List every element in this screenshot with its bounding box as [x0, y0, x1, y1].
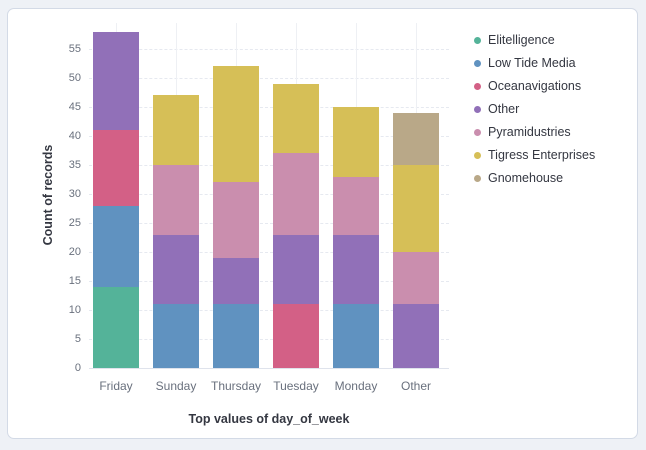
- y-tick-label-10: 10: [68, 303, 81, 316]
- legend-swatch-icon: [474, 175, 481, 182]
- h-gridline-30: [89, 194, 449, 195]
- bar-segment-friday-elitelligence[interactable]: [93, 286, 139, 368]
- h-gridline-10: [89, 310, 449, 311]
- legend-item-label: Elitelligence: [488, 33, 555, 47]
- legend-swatch-icon: [474, 37, 481, 44]
- legend-item-label: Low Tide Media: [488, 56, 576, 70]
- legend-item-label: Tigress Enterprises: [488, 148, 596, 162]
- x-tick-label-monday: Monday: [334, 379, 378, 393]
- bar-segment-monday-pyramidustries[interactable]: [333, 176, 379, 235]
- h-gridline-35: [89, 165, 449, 166]
- bar-segment-sunday-other[interactable]: [153, 234, 199, 305]
- x-axis-tick-labels: Friday Sunday Thursday Tuesday Monday Other: [89, 379, 449, 395]
- bar-segment-monday-tigress-enterprises[interactable]: [333, 107, 379, 177]
- y-tick-label-25: 25: [68, 216, 81, 229]
- legend-item-gnomehouse[interactable]: Gnomehouse: [474, 171, 595, 186]
- bar-segment-other-other[interactable]: [393, 304, 439, 368]
- h-gridline-55: [89, 49, 449, 50]
- plot-area: [89, 23, 449, 369]
- h-gridline-5: [89, 339, 449, 340]
- y-tick-label-35: 35: [68, 158, 81, 171]
- bar-segment-tuesday-oceanavigations[interactable]: [273, 304, 319, 368]
- legend-item-label: Gnomehouse: [488, 171, 564, 185]
- bar-segment-other-pyramidustries[interactable]: [393, 252, 439, 305]
- x-axis-title: Top values of day_of_week: [188, 412, 350, 426]
- y-tick-label-30: 30: [68, 187, 81, 200]
- h-gridline-50: [89, 78, 449, 79]
- bar-segment-other-tigress-enterprises[interactable]: [393, 165, 439, 252]
- chart-panel: Count of records 0 5 10 15 20 25 30 35 40 45 50 55 …: [7, 8, 638, 439]
- y-tick-label-20: 20: [68, 245, 81, 258]
- legend-item-tigress-enterprises[interactable]: Tigress Enterprises: [474, 148, 595, 163]
- legend-swatch-icon: [474, 60, 481, 67]
- y-tick-label-50: 50: [68, 71, 81, 84]
- legend-item-low-tide-media[interactable]: Low Tide Media: [474, 56, 595, 71]
- bar-segment-thursday-tigress-enterprises[interactable]: [213, 66, 259, 183]
- bar-segment-other-gnomehouse[interactable]: [393, 112, 439, 165]
- legend: Elitelligence Low Tide Media Oceanavigatio…: [474, 33, 595, 186]
- h-gridline-0: [89, 368, 449, 369]
- legend-item-label: Oceanavigations: [488, 79, 582, 93]
- y-tick-label-0: 0: [74, 361, 81, 374]
- legend-item-elitelligence[interactable]: Elitelligence: [474, 33, 595, 48]
- legend-swatch-icon: [474, 129, 481, 136]
- y-tick-label-40: 40: [68, 129, 81, 142]
- bar-segment-sunday-low-tide-media[interactable]: [153, 304, 199, 368]
- legend-item-oceanavigations[interactable]: Oceanavigations: [474, 79, 595, 94]
- h-gridline-15: [89, 281, 449, 282]
- bar-segment-tuesday-other[interactable]: [273, 234, 319, 305]
- y-tick-label-45: 45: [68, 100, 81, 113]
- y-tick-label-55: 55: [68, 42, 81, 55]
- bar-segment-thursday-pyramidustries[interactable]: [213, 182, 259, 258]
- legend-swatch-icon: [474, 106, 481, 113]
- x-tick-label-other: Other: [400, 379, 431, 393]
- y-tick-label-5: 5: [74, 332, 81, 345]
- bar-segment-thursday-other[interactable]: [213, 257, 259, 305]
- h-gridline-40: [89, 136, 449, 137]
- x-tick-label-tuesday: Tuesday: [273, 379, 319, 393]
- bar-segment-friday-low-tide-media[interactable]: [93, 205, 139, 287]
- bar-segment-friday-other[interactable]: [93, 31, 139, 131]
- legend-item-other[interactable]: Other: [474, 102, 595, 117]
- bar-segment-tuesday-tigress-enterprises[interactable]: [273, 83, 319, 154]
- legend-item-label: Pyramidustries: [488, 125, 571, 139]
- h-gridline-20: [89, 252, 449, 253]
- y-axis-tick-labels: 0 5 10 15 20 25 30 35 40 45 50 55: [36, 23, 81, 374]
- x-tick-label-thursday: Thursday: [210, 379, 262, 393]
- bar-segment-sunday-tigress-enterprises[interactable]: [153, 95, 199, 165]
- bar-segment-thursday-low-tide-media[interactable]: [213, 304, 259, 368]
- h-gridline-45: [89, 107, 449, 108]
- h-gridline-25: [89, 223, 449, 224]
- bar-segment-friday-oceanavigations[interactable]: [93, 130, 139, 206]
- x-tick-label-friday: Friday: [99, 379, 133, 393]
- legend-item-label: Other: [488, 102, 520, 116]
- bar-segment-sunday-pyramidustries[interactable]: [153, 165, 199, 235]
- bar-segment-tuesday-pyramidustries[interactable]: [273, 153, 319, 235]
- legend-item-pyramidustries[interactable]: Pyramidustries: [474, 125, 595, 140]
- legend-swatch-icon: [474, 83, 481, 90]
- y-tick-label-15: 15: [68, 274, 81, 287]
- bar-segment-monday-low-tide-media[interactable]: [333, 304, 379, 368]
- legend-swatch-icon: [474, 152, 481, 159]
- bar-segment-monday-other[interactable]: [333, 234, 379, 305]
- x-tick-label-sunday: Sunday: [155, 379, 197, 393]
